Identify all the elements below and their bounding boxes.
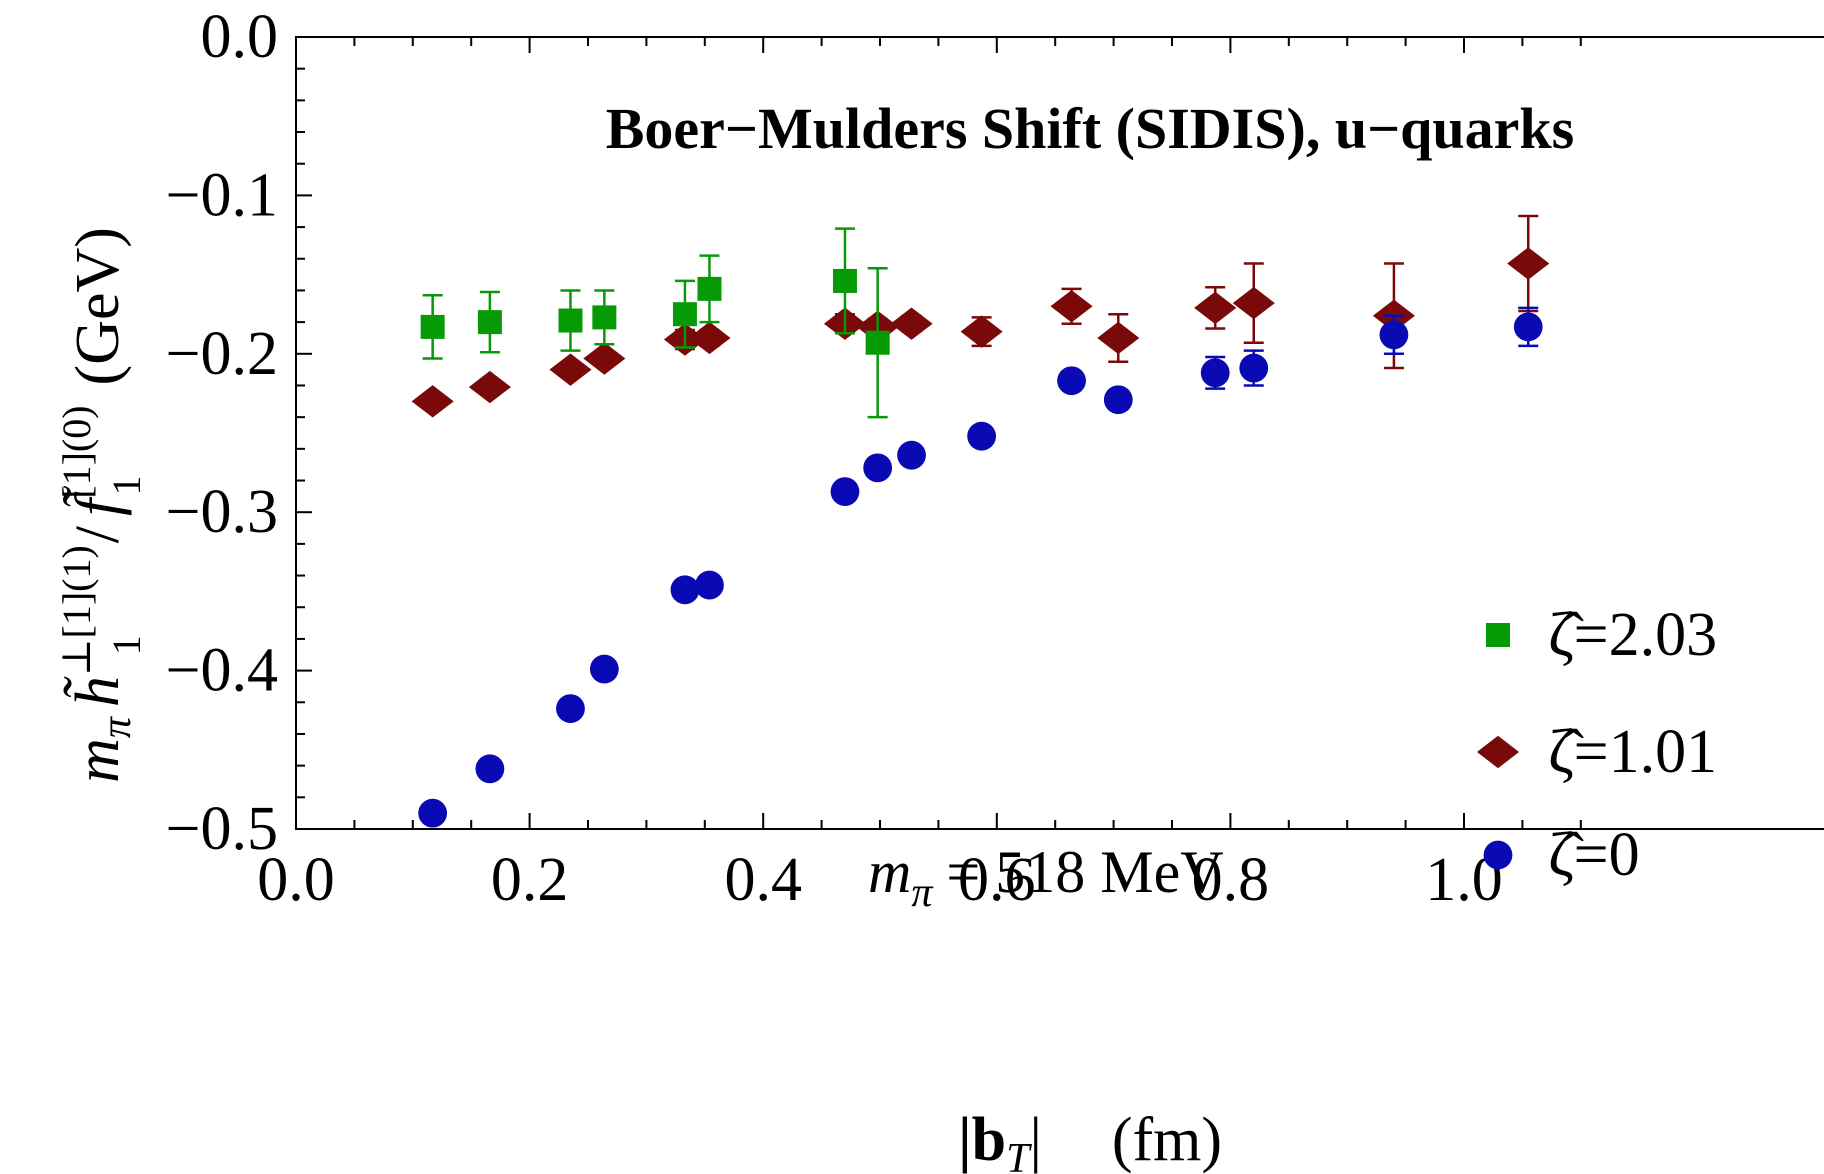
data-point-circle — [418, 798, 448, 828]
data-point-diamond — [688, 321, 731, 355]
legend-marker-square — [1486, 623, 1510, 647]
data-point-circle — [1513, 312, 1543, 342]
data-point-square — [558, 308, 583, 333]
legend-label: ζ̂=0 — [1548, 821, 1640, 889]
data-point-circle — [1103, 385, 1133, 415]
y-label-h-sub: 1 — [104, 635, 149, 655]
x-tick-label: 0.2 — [491, 846, 569, 914]
data-point-diamond — [1194, 291, 1237, 325]
data-point-circle — [475, 754, 505, 784]
data-point-diamond — [1097, 321, 1140, 355]
y-label-f-sup: [1](0) — [54, 405, 99, 498]
plot-border — [295, 36, 1824, 830]
y-label-slash: / — [64, 525, 132, 543]
data-point-diamond — [411, 385, 454, 418]
data-point-diamond — [549, 353, 592, 386]
pion-mass-annotation: mπ = 518 MeV — [868, 839, 1224, 916]
y-tick-label: −0.1 — [166, 161, 278, 229]
x-tick-label: 0.6 — [958, 846, 1036, 914]
x-tick-label: 0.8 — [1192, 846, 1270, 914]
y-label-h: h̃ — [64, 676, 132, 707]
legend-label: ζ̂=1.01 — [1548, 718, 1717, 786]
x-label-close: | — [1029, 1106, 1041, 1174]
legend-label: ζ̂=2.03 — [1548, 601, 1717, 669]
data-point-diamond — [960, 315, 1003, 348]
y-label-h-sup: ⊥[1](1) — [54, 545, 99, 676]
annotation-pi: π — [911, 870, 933, 916]
data-point-circle — [556, 694, 585, 724]
y-tick-label: −0.4 — [166, 637, 278, 705]
data-point-square — [592, 305, 617, 330]
data-point-circle — [830, 477, 860, 507]
tick-labels: 0.0 0.2 0.4 0.6 0.8 1.00.0−0.1−0.2−0.3−0.4−0.… — [166, 3, 1503, 914]
y-label-m: m — [64, 738, 132, 783]
legend-marker-diamond — [1476, 735, 1520, 769]
data-point-diamond — [890, 307, 933, 340]
data-point-square — [697, 276, 722, 301]
data-point-square — [420, 314, 445, 339]
data-point-circle — [897, 440, 926, 470]
data-point-circle — [670, 575, 700, 605]
x-tick-label: 0.4 — [724, 846, 802, 914]
data-point-diamond — [1050, 290, 1093, 323]
legend: ζ̂=2.03 ζ̂=1.01 ζ̂=0 — [1476, 601, 1717, 889]
x-axis-label: |bT| (fm) — [958, 1106, 1222, 1174]
y-tick-label: −0.5 — [166, 795, 278, 863]
y-tick-label: −0.2 — [166, 320, 278, 388]
data-point-diamond — [1507, 247, 1550, 280]
data-point-square — [672, 302, 697, 327]
axis-ticks — [295, 36, 1582, 830]
x-label-sub: T — [1006, 1136, 1032, 1174]
data-point-diamond — [1232, 286, 1275, 320]
data-point-circle — [1239, 353, 1269, 383]
data-point-diamond — [468, 370, 511, 404]
y-label-unit: (GeV) — [64, 227, 132, 385]
y-label-f-sub: 1 — [104, 475, 149, 495]
annotation-value: = 518 MeV — [946, 839, 1223, 905]
plot-frame — [295, 36, 1824, 830]
data-point-circle — [1057, 366, 1086, 396]
x-label-unit: (fm) — [1112, 1106, 1222, 1174]
data-point-circle — [863, 453, 893, 483]
y-tick-label: 0.0 — [201, 3, 279, 71]
data-point-circle — [1379, 320, 1409, 350]
data-point-square — [832, 268, 857, 293]
data-point-circle — [589, 654, 619, 684]
series-square — [420, 227, 890, 419]
series-layer — [411, 214, 1550, 828]
data-point-circle — [1200, 358, 1230, 388]
data-point-diamond — [583, 342, 626, 375]
series-circle — [418, 306, 1543, 828]
data-point-circle — [695, 570, 724, 600]
data-point-circle — [967, 421, 997, 451]
x-tick-label: 0.0 — [257, 846, 335, 914]
data-point-square — [477, 310, 502, 335]
y-tick-label: −0.3 — [166, 478, 278, 546]
annotation-m: m — [868, 839, 911, 905]
y-axis-label: mπh̃⊥[1](1) 1/f̃[1](0) 1(GeV) — [54, 227, 149, 783]
x-label-main: |b — [958, 1106, 1006, 1174]
data-point-square — [865, 330, 890, 355]
chart-title: Boer−Mulders Shift (SIDIS), u−quarks — [606, 96, 1574, 161]
legend-marker-circle — [1483, 840, 1513, 870]
y-label-pi: π — [94, 716, 140, 738]
